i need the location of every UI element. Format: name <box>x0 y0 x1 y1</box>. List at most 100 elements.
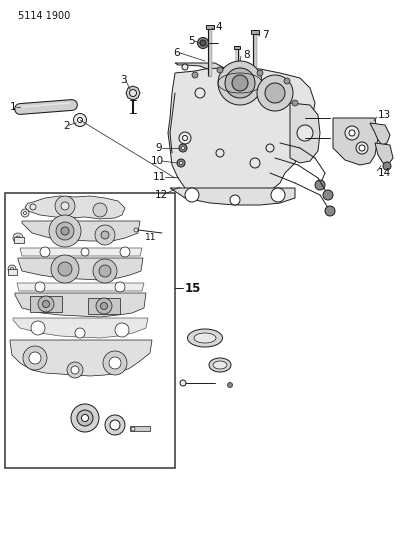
Circle shape <box>71 404 99 432</box>
Circle shape <box>75 328 85 338</box>
Circle shape <box>30 204 36 210</box>
Circle shape <box>216 67 222 73</box>
Circle shape <box>256 70 262 76</box>
Ellipse shape <box>209 358 230 372</box>
Text: 5114 1900: 5114 1900 <box>18 11 70 21</box>
Circle shape <box>110 420 120 430</box>
Circle shape <box>31 321 45 335</box>
Circle shape <box>322 190 332 200</box>
Circle shape <box>129 90 136 96</box>
Circle shape <box>56 222 74 240</box>
Circle shape <box>177 159 184 167</box>
Polygon shape <box>289 103 319 163</box>
Circle shape <box>231 75 247 91</box>
Text: 1: 1 <box>10 102 17 112</box>
Polygon shape <box>13 318 148 338</box>
Circle shape <box>200 40 205 46</box>
Circle shape <box>71 366 79 374</box>
Circle shape <box>216 149 223 157</box>
Circle shape <box>197 37 208 49</box>
Polygon shape <box>374 143 392 165</box>
Circle shape <box>134 228 138 232</box>
Circle shape <box>21 209 29 217</box>
Circle shape <box>218 61 261 105</box>
Circle shape <box>61 202 69 210</box>
Ellipse shape <box>187 329 222 347</box>
Circle shape <box>16 236 20 240</box>
Circle shape <box>227 383 232 387</box>
Polygon shape <box>126 86 139 100</box>
Circle shape <box>344 126 358 140</box>
Bar <box>234 46 239 49</box>
Circle shape <box>23 212 27 214</box>
Circle shape <box>8 265 16 273</box>
Circle shape <box>120 247 130 257</box>
Circle shape <box>58 262 72 276</box>
Bar <box>88 298 120 314</box>
Circle shape <box>264 83 284 103</box>
Text: 2: 2 <box>63 121 70 131</box>
Circle shape <box>55 196 75 216</box>
Circle shape <box>73 114 86 126</box>
Circle shape <box>115 323 129 337</box>
Polygon shape <box>15 293 146 317</box>
Polygon shape <box>168 68 314 198</box>
Text: 13: 13 <box>377 110 390 120</box>
Text: 4: 4 <box>214 22 221 32</box>
Circle shape <box>314 180 324 190</box>
Circle shape <box>179 144 187 152</box>
Bar <box>8 269 17 275</box>
Bar <box>205 25 213 29</box>
Ellipse shape <box>193 333 216 343</box>
Circle shape <box>270 188 284 202</box>
Circle shape <box>355 142 367 154</box>
Circle shape <box>77 117 82 123</box>
Circle shape <box>229 195 239 205</box>
Circle shape <box>11 268 13 271</box>
Text: 12: 12 <box>155 190 168 200</box>
Circle shape <box>81 415 88 422</box>
Polygon shape <box>10 340 152 376</box>
Text: 6: 6 <box>173 48 179 58</box>
Circle shape <box>43 301 49 308</box>
Circle shape <box>179 161 182 165</box>
Circle shape <box>382 162 390 170</box>
Circle shape <box>49 215 81 247</box>
Circle shape <box>181 147 184 149</box>
Text: 14: 14 <box>377 168 390 178</box>
Circle shape <box>93 203 107 217</box>
Circle shape <box>29 352 41 364</box>
Circle shape <box>40 247 50 257</box>
Circle shape <box>180 380 186 386</box>
Circle shape <box>283 78 289 84</box>
Circle shape <box>101 231 109 239</box>
Circle shape <box>225 68 254 98</box>
Circle shape <box>96 298 112 314</box>
Circle shape <box>95 225 115 245</box>
Circle shape <box>191 72 198 78</box>
Text: 9: 9 <box>155 143 161 153</box>
Circle shape <box>81 248 89 256</box>
Circle shape <box>324 206 334 216</box>
Bar <box>250 30 258 34</box>
Polygon shape <box>170 188 294 205</box>
Polygon shape <box>175 63 239 85</box>
Text: 11: 11 <box>153 172 166 182</box>
Circle shape <box>256 75 292 111</box>
Circle shape <box>105 415 125 435</box>
Circle shape <box>103 351 127 375</box>
Polygon shape <box>369 123 389 145</box>
Circle shape <box>221 72 227 78</box>
Circle shape <box>296 125 312 141</box>
Ellipse shape <box>213 361 227 369</box>
Polygon shape <box>20 248 142 256</box>
Circle shape <box>23 346 47 370</box>
Circle shape <box>358 145 364 151</box>
Circle shape <box>115 282 125 292</box>
Circle shape <box>179 132 191 144</box>
Polygon shape <box>25 196 125 219</box>
Circle shape <box>99 265 111 277</box>
Circle shape <box>93 259 117 283</box>
Circle shape <box>195 88 204 98</box>
Circle shape <box>77 410 93 426</box>
